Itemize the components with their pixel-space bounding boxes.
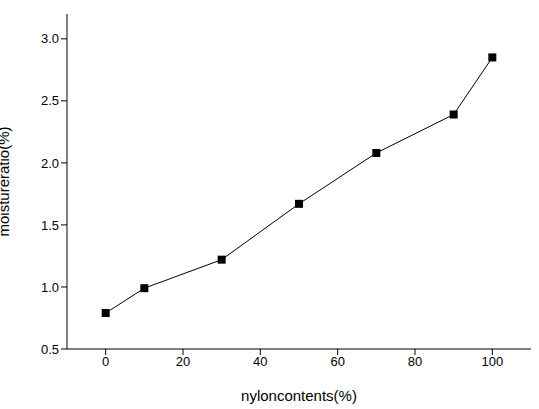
svg-text:0: 0 [102,354,109,369]
svg-text:20: 20 [176,354,190,369]
svg-text:1.5: 1.5 [41,218,59,233]
svg-text:2.5: 2.5 [41,93,59,108]
svg-text:moistureratio(%): moistureratio(%) [8,126,12,236]
svg-text:3.0: 3.0 [41,31,59,46]
svg-text:80: 80 [408,354,422,369]
svg-text:40: 40 [253,354,267,369]
svg-text:2.0: 2.0 [41,156,59,171]
svg-text:0.5: 0.5 [41,342,59,357]
svg-text:60: 60 [330,354,344,369]
svg-text:1.0: 1.0 [41,280,59,295]
svg-text:100: 100 [481,354,503,369]
svg-text:nyloncontents(%): nyloncontents(%) [241,387,357,404]
